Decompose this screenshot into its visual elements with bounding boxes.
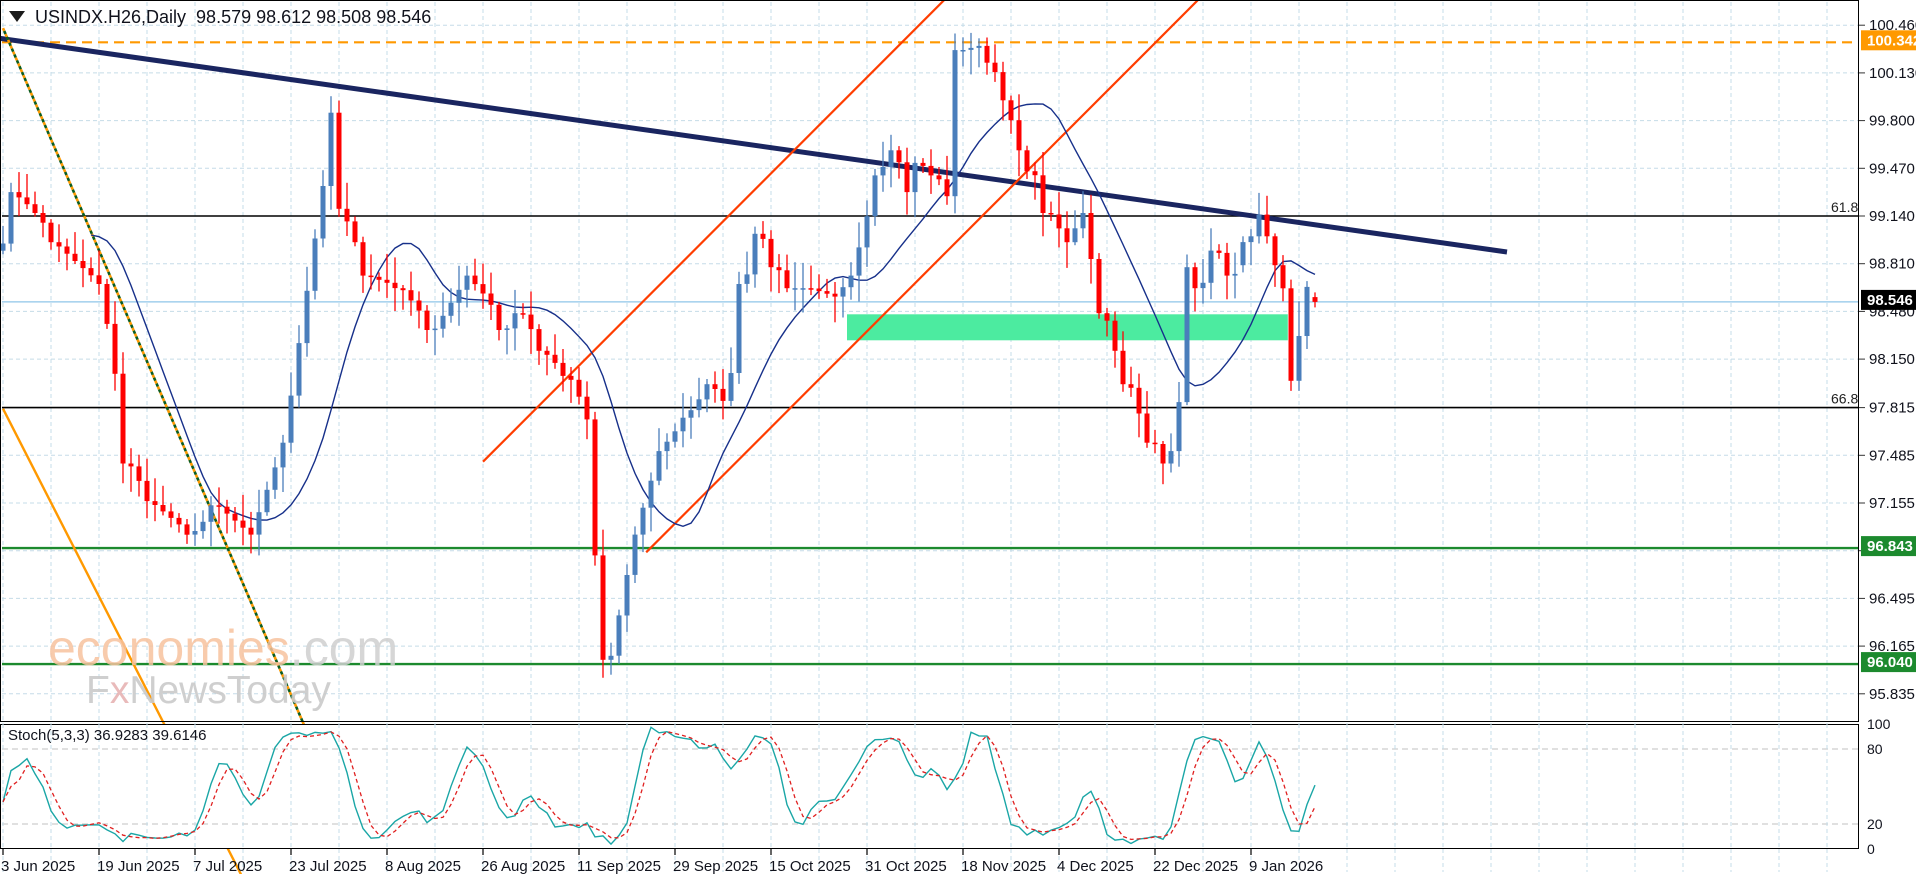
svg-text:29 Sep 2025: 29 Sep 2025 <box>673 858 758 874</box>
svg-text:18 Nov 2025: 18 Nov 2025 <box>961 858 1046 874</box>
svg-text:11 Sep 2025: 11 Sep 2025 <box>577 858 661 874</box>
svg-text:3 Jun 2025: 3 Jun 2025 <box>1 858 75 874</box>
svg-text:22 Dec 2025: 22 Dec 2025 <box>1153 858 1238 874</box>
svg-text:96.843: 96.843 <box>1867 538 1913 555</box>
svg-text:FxNewsToday: FxNewsToday <box>86 669 331 712</box>
svg-text:99.470: 99.470 <box>1869 160 1915 177</box>
svg-text:8 Aug 2025: 8 Aug 2025 <box>385 858 461 874</box>
svg-text:80: 80 <box>1867 741 1883 757</box>
svg-text:15 Oct 2025: 15 Oct 2025 <box>769 858 851 874</box>
svg-text:97.155: 97.155 <box>1869 495 1915 512</box>
svg-text:23 Jul 2025: 23 Jul 2025 <box>289 858 367 874</box>
svg-text:98.150: 98.150 <box>1869 351 1915 368</box>
svg-text:98.546: 98.546 <box>1867 292 1913 309</box>
svg-text:100.342: 100.342 <box>1867 32 1916 49</box>
svg-text:100: 100 <box>1867 716 1891 732</box>
svg-text:4 Dec 2025: 4 Dec 2025 <box>1057 858 1134 874</box>
svg-text:Stoch(5,3,3) 36.9283 39.6146: Stoch(5,3,3) 36.9283 39.6146 <box>8 727 207 744</box>
svg-text:20: 20 <box>1867 816 1883 832</box>
svg-text:99.140: 99.140 <box>1869 208 1915 225</box>
svg-text:96.040: 96.040 <box>1867 654 1913 671</box>
svg-text:96.495: 96.495 <box>1869 590 1915 607</box>
svg-text:USINDX.H26,Daily 98.579 98.61: USINDX.H26,Daily 98.579 98.612 98.508 98… <box>35 7 431 27</box>
svg-text:100.130: 100.130 <box>1869 65 1916 82</box>
svg-text:95.835: 95.835 <box>1869 686 1915 703</box>
svg-text:61.8: 61.8 <box>1831 199 1858 215</box>
svg-text:66.8: 66.8 <box>1831 391 1858 407</box>
svg-text:economies.com: economies.com <box>48 620 398 676</box>
svg-text:9 Jan 2026: 9 Jan 2026 <box>1249 858 1323 874</box>
svg-text:97.815: 97.815 <box>1869 400 1915 417</box>
svg-text:99.800: 99.800 <box>1869 113 1915 130</box>
svg-text:98.810: 98.810 <box>1869 256 1915 273</box>
svg-text:19 Jun 2025: 19 Jun 2025 <box>97 858 180 874</box>
svg-text:97.485: 97.485 <box>1869 447 1915 464</box>
svg-text:0: 0 <box>1867 841 1875 857</box>
svg-text:7 Jul 2025: 7 Jul 2025 <box>193 858 262 874</box>
svg-text:31 Oct 2025: 31 Oct 2025 <box>865 858 947 874</box>
svg-text:26 Aug 2025: 26 Aug 2025 <box>481 858 565 874</box>
